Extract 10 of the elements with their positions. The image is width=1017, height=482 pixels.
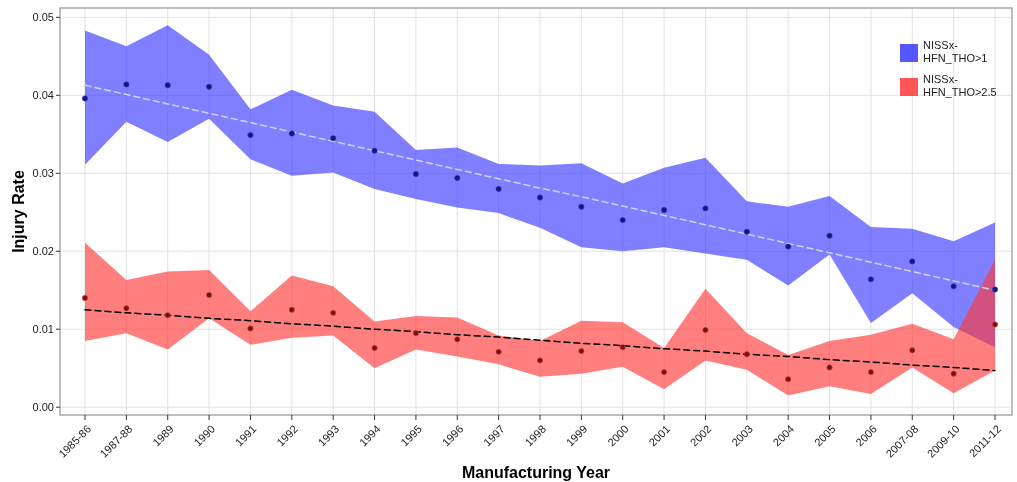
y-tick-label: 0.03	[32, 167, 54, 180]
y-tick-label: 0.04	[32, 89, 54, 102]
legend-label: NISSx-HFN_THO>2.5	[923, 73, 997, 98]
y-axis-title: Injury Rate	[10, 170, 27, 253]
y-tick-label: 0.01	[32, 323, 54, 336]
legend-label: NISSx-HFN_THO>1	[923, 39, 988, 64]
y-tick-label: 0.05	[32, 11, 54, 24]
x-axis-title: Manufacturing Year	[461, 464, 611, 481]
y-tick-label: 0.00	[32, 401, 54, 414]
y-tick-label: 0.02	[32, 245, 54, 258]
